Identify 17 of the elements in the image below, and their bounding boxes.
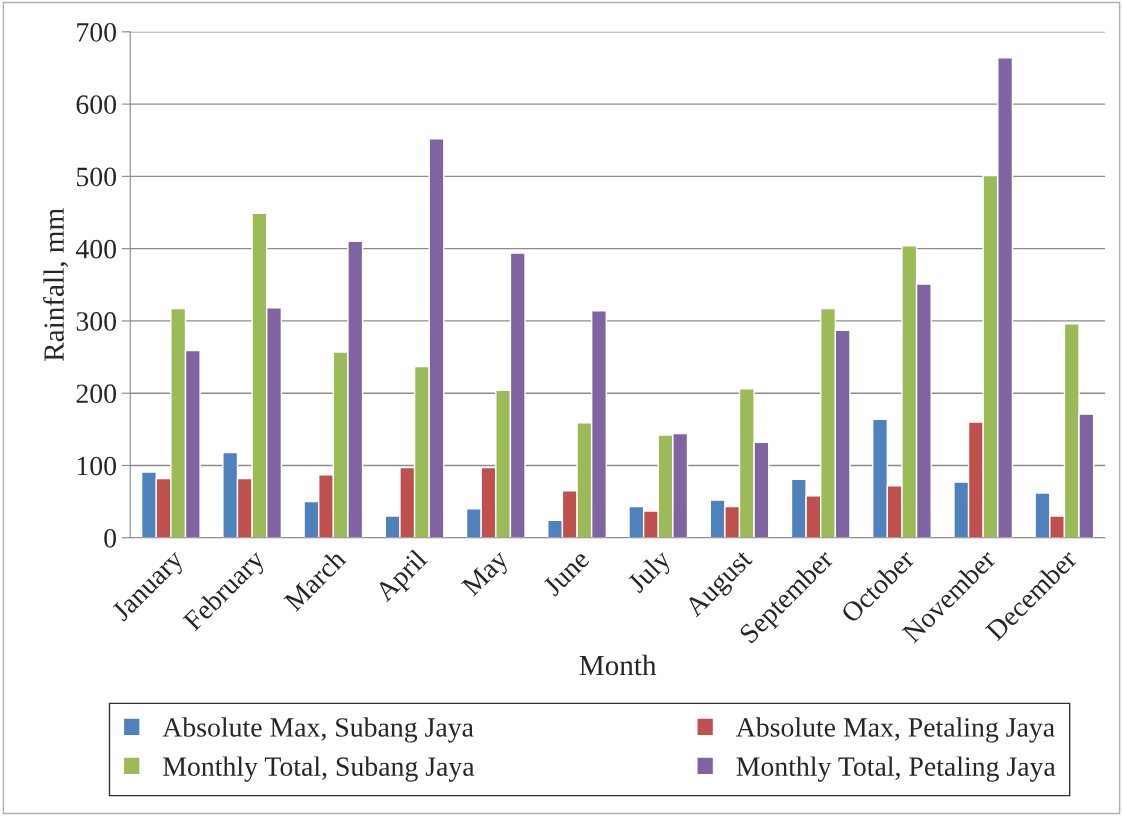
legend-label: Absolute Max, Subang Jaya (162, 717, 474, 743)
legend-label: Monthly Total, Petaling Jaya (736, 756, 1056, 782)
legend-label: Monthly Total, Subang Jaya (163, 756, 475, 782)
y-tick-label: 700 (77, 22, 117, 42)
legend-label: Absolute Max, Petaling Jaya (736, 717, 1055, 743)
y-tick-label: 500 (77, 167, 117, 187)
y-tick-label: 200 (76, 384, 117, 404)
x-tick-label: May (461, 548, 514, 601)
y-tick-label: 600 (76, 95, 117, 115)
y-tick-label: 100 (77, 456, 117, 476)
y-tick-label: 300 (76, 312, 117, 331)
x-tick-label: June (542, 548, 591, 597)
x-axis-title: Month (579, 654, 657, 676)
y-tick-label: 0 (104, 528, 117, 548)
y-axis-title: Rainfall, mm (43, 208, 69, 361)
y-tick-label: 400 (75, 239, 117, 259)
x-tick-label: July (625, 547, 677, 598)
